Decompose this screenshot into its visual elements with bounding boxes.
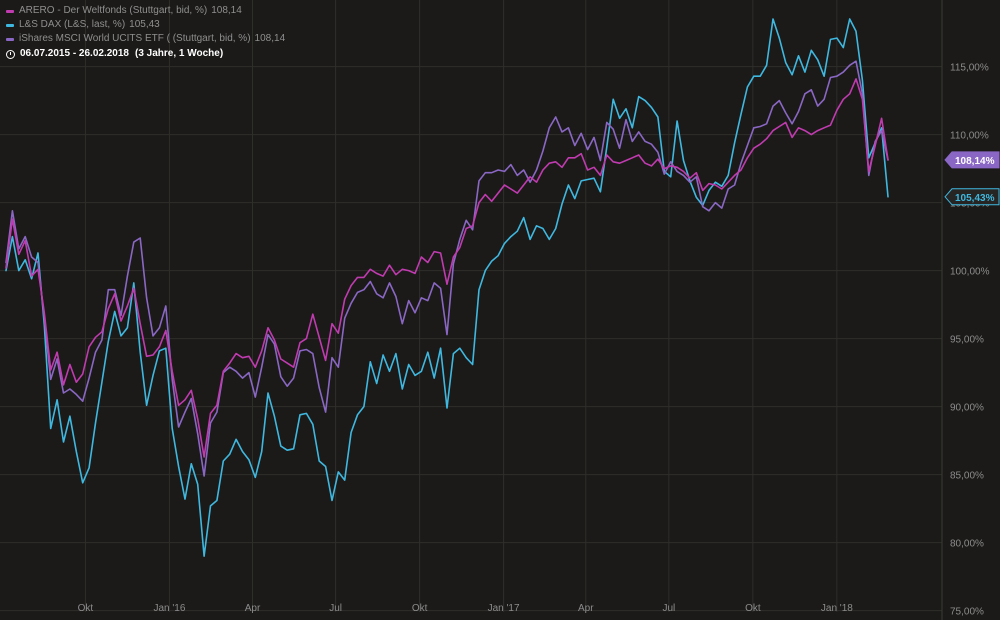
legend-value: 105,43: [129, 19, 160, 30]
legend-item-arero[interactable]: ARERO - Der Weltfonds (Stuttgart, bid, %…: [6, 4, 285, 18]
series-line-1: [5, 18, 889, 557]
legend-swatch-icon: [6, 9, 14, 13]
x-tick-label: Apr: [245, 603, 261, 614]
y-tick-label: 115,00%: [950, 63, 989, 74]
y-tick-label: 100,00%: [950, 267, 990, 278]
y-tick-label: 85,00%: [950, 471, 984, 482]
series-line-0: [5, 78, 889, 458]
y-tick-label: 75,00%: [950, 607, 984, 618]
legend: ARERO - Der Weltfonds (Stuttgart, bid, %…: [6, 4, 285, 61]
x-tick-label: Jan '18: [821, 603, 853, 614]
end-value-label: 108,14%: [955, 156, 995, 167]
x-tick-label: Jan '17: [488, 603, 520, 614]
y-tick-label: 90,00%: [950, 403, 984, 414]
legend-label: iShares MSCI World UCITS ETF ( (Stuttgar…: [19, 33, 251, 44]
legend-swatch-icon: [6, 37, 14, 41]
period-range: 06.07.2015 - 26.02.2018: [20, 48, 129, 59]
x-tick-label: Okt: [78, 603, 94, 614]
x-tick-label: Jan '16: [153, 603, 185, 614]
legend-label: L&S DAX (L&S, last, %): [19, 19, 126, 30]
y-tick-label: 110,00%: [950, 131, 989, 142]
end-value-tag: [944, 151, 1000, 169]
y-tick-label: 95,00%: [950, 335, 984, 346]
legend-value: 108,14: [254, 33, 286, 44]
x-tick-label: Jul: [662, 603, 675, 614]
y-tick-label: 80,00%: [950, 539, 984, 550]
end-value-tag: [944, 188, 1000, 206]
period-detail: (3 Jahre, 1 Woche): [134, 48, 224, 59]
x-tick-label: Okt: [412, 603, 428, 614]
legend-item-dax[interactable]: L&S DAX (L&S, last, %) 105,43: [6, 18, 285, 32]
legend-item-ishares[interactable]: iShares MSCI World UCITS ETF ( (Stuttgar…: [6, 32, 285, 46]
x-tick-label: Apr: [578, 603, 594, 614]
period-selector[interactable]: 06.07.2015 - 26.02.2018 (3 Jahre, 1 Woch…: [6, 47, 285, 61]
legend-swatch-icon: [6, 23, 14, 27]
legend-label: ARERO - Der Weltfonds (Stuttgart, bid, %…: [19, 5, 208, 16]
end-value-label: 105,43%: [955, 193, 995, 204]
x-tick-label: Okt: [745, 603, 761, 614]
series-line-2: [5, 60, 889, 477]
clock-icon: [6, 49, 15, 59]
x-tick-label: Jul: [329, 603, 342, 614]
legend-value: 108,14: [211, 5, 242, 16]
